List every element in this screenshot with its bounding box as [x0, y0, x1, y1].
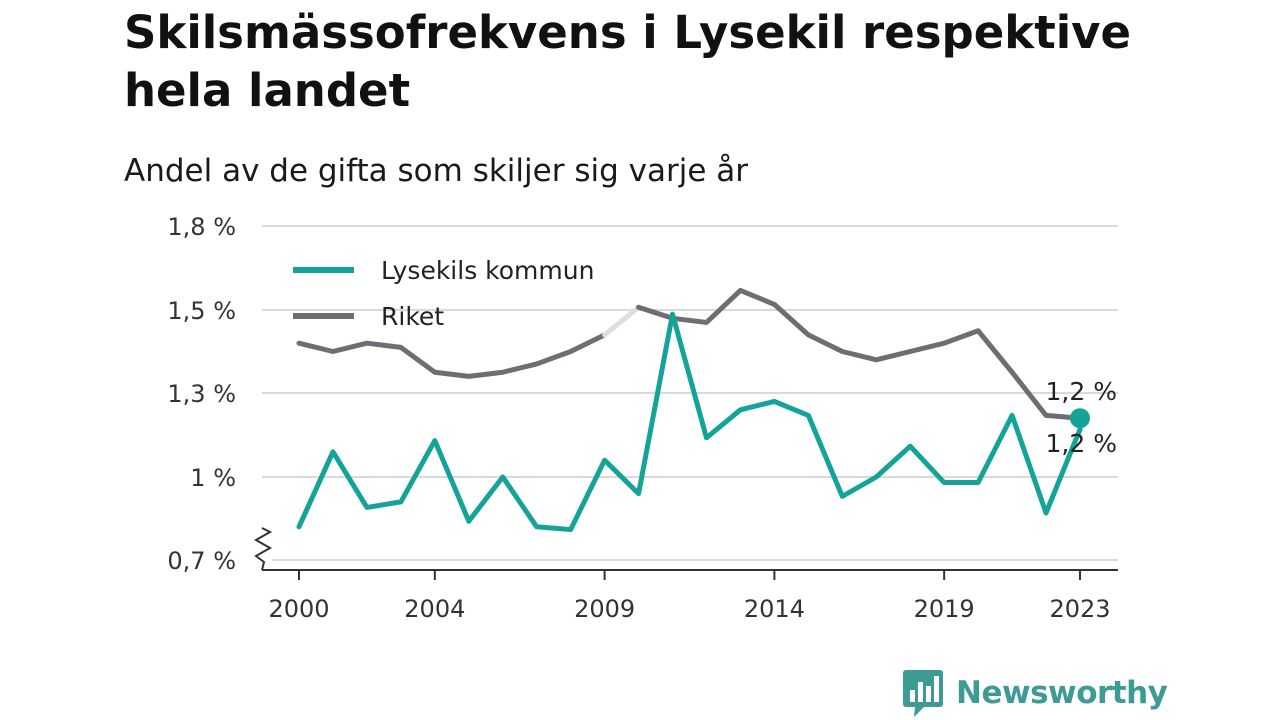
- x-tick-label: 2014: [744, 595, 805, 623]
- x-tick-label: 2004: [404, 595, 465, 623]
- x-axis: 2000 2004 2009 2014 2019 2023: [253, 527, 1118, 623]
- x-tick-label: 2019: [914, 595, 975, 623]
- y-tick-label: 1,3 %: [167, 380, 236, 408]
- y-tick-label: 1,8 %: [167, 213, 236, 241]
- chart-title: Skilsmässofrekvens i Lysekil respektive …: [124, 6, 1132, 117]
- series-lines: [296, 287, 1090, 533]
- x-tick-label: 2023: [1049, 595, 1110, 623]
- end-label-lysekil: 1,2 %: [1046, 429, 1117, 458]
- legend-label: Lysekils kommun: [381, 256, 594, 285]
- legend: Lysekils kommun Riket: [293, 256, 594, 331]
- y-tick-label: 1 %: [190, 464, 236, 492]
- x-tick-label: 2000: [268, 595, 329, 623]
- bar-chart-speech-bubble-icon: [903, 670, 943, 717]
- axis-break-symbol: [253, 527, 273, 571]
- y-axis-ticks: 0,7 % 1 % 1,3 % 1,5 % 1,8 %: [167, 213, 236, 575]
- end-labels: 1,2 % 1,2 %: [1046, 377, 1117, 458]
- end-point-marker: [1070, 408, 1090, 429]
- series-gap-segment: [602, 304, 642, 338]
- y-tick-label: 1,5 %: [167, 297, 236, 325]
- series-line-lysekil: [296, 311, 1083, 533]
- end-label-riket: 1,2 %: [1046, 377, 1117, 406]
- brand-name: Newsworthy: [956, 675, 1168, 711]
- newsworthy-logo: Newsworthy: [902, 668, 1168, 718]
- series-line-riket: [296, 332, 608, 379]
- series-line-riket: [636, 287, 1083, 421]
- y-tick-label: 0,7 %: [167, 547, 236, 575]
- legend-label: Riket: [381, 302, 444, 331]
- x-tick-label: 2009: [574, 595, 635, 623]
- gridlines: [262, 225, 1118, 561]
- chart-subtitle: Andel av de gifta som skiljer sig varje …: [124, 153, 748, 189]
